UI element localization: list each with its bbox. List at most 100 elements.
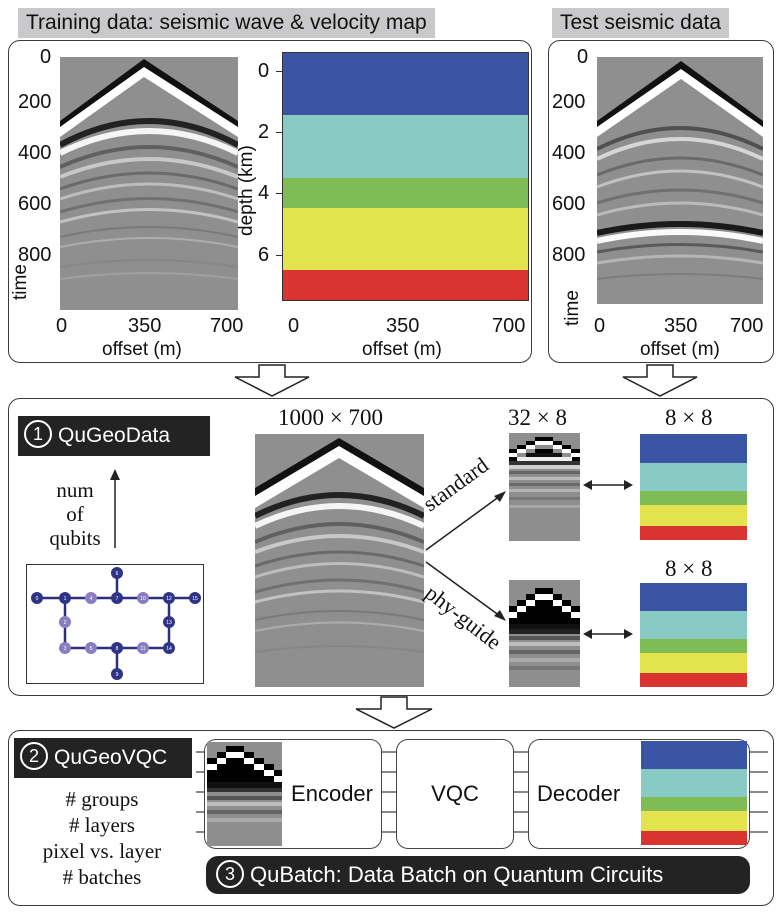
qugeodata-label: QuGeoData [58, 424, 171, 447]
qubit-node-label: 10 [140, 596, 146, 602]
qubit-node [111, 592, 123, 604]
training-seismic-x-tick: 0 [56, 315, 68, 337]
training-seismic-x-tick: 350 [128, 315, 162, 337]
qubit-node-label: 3 [64, 646, 67, 652]
step-number: 1 [24, 420, 52, 449]
velocity-layer [640, 491, 747, 505]
velocity-layer [640, 639, 747, 653]
vqc-params: # groups # layers pixel vs. layer # batc… [14, 786, 190, 890]
standard-seismic-image [509, 433, 580, 541]
vqc-param: pixel vs. layer [42, 839, 162, 863]
qubit-node [85, 642, 97, 654]
phy-guide-seismic-image [509, 580, 580, 687]
size-full-label: 1000 × 700 [278, 405, 383, 430]
qubit-node-label: 9 [116, 672, 119, 678]
test-y-tick: 200 [552, 91, 586, 113]
training-seismic-image [60, 57, 238, 310]
size-standard-label: 32 × 8 [508, 405, 567, 430]
qubits-label-line: num [56, 478, 94, 502]
qubit-node-label: 7 [116, 596, 119, 602]
qubit-node [189, 592, 201, 604]
qubits-label-line: of [66, 502, 84, 526]
velocity-layer [640, 434, 747, 463]
qubit-node [137, 642, 149, 654]
qubit-node [59, 642, 71, 654]
test-y-tick: 0 [577, 46, 589, 68]
test-y-tick: 600 [552, 193, 586, 215]
qubatch-bar: 3 QuBatch: Data Batch on Quantum Circuits [206, 856, 750, 894]
velocity-layer [640, 583, 747, 612]
test-y-tick: 800 [552, 244, 586, 266]
qubit-node-label: 2 [64, 620, 67, 626]
qugeovqc-label: QuGeoVQC [54, 746, 168, 769]
qubit-node [163, 642, 175, 654]
phy-guide-arrow-icon [425, 561, 506, 621]
qubit-node-label: 5 [90, 646, 93, 652]
qugeodata-badge: 1 QuGeoData [18, 416, 210, 456]
velocity-layer [640, 652, 747, 674]
test-x-tick: 350 [664, 315, 698, 337]
velocity-layer [641, 810, 747, 832]
up-arrow-icon [110, 469, 120, 548]
test-x-tick: 0 [594, 315, 606, 337]
vqc-param: # batches [62, 865, 142, 889]
qubit-node-label: 8 [116, 646, 119, 652]
decoder-label: Decoder [537, 781, 621, 806]
qubit-node-label: 11 [140, 646, 145, 652]
qubit-node [31, 592, 43, 604]
training-seismic-x-label: offset (m) [102, 339, 182, 360]
test-x-tick: 700 [730, 315, 764, 337]
standard-arrow-icon [425, 491, 506, 551]
test-seismic-image [597, 57, 763, 304]
qubit-node [111, 642, 123, 654]
test-header: Test seismic data [552, 8, 730, 38]
vqc-param: # groups [65, 787, 139, 811]
qubits-label: num of qubits [40, 478, 110, 550]
velocity-layer [283, 207, 528, 271]
vqc-param: # layers [69, 813, 135, 837]
size-map-bottom-label: 8 × 8 [665, 556, 713, 581]
encoder-label: Encoder [291, 781, 373, 806]
vqc-label: VQC [431, 781, 479, 806]
training-seismic-x-tick: 700 [210, 315, 244, 337]
velocity-layer [641, 741, 747, 770]
step-number: 2 [20, 742, 48, 771]
qugeovqc-badge: 2 QuGeoVQC [14, 738, 192, 778]
velocity-layer [640, 673, 747, 687]
velocity-layer [641, 797, 747, 811]
training-velocity-y-tick: 2 [258, 121, 270, 143]
qubit-node [163, 592, 175, 604]
velocity-tick-mark [276, 132, 282, 133]
training-seismic-y-label: time [10, 264, 31, 300]
velocity-map-8x8-bottom [640, 583, 747, 687]
qubit-node [111, 668, 123, 680]
velocity-layer [283, 177, 528, 208]
qubit-node-label: 4 [90, 596, 93, 602]
encoder-seismic-image [207, 742, 282, 846]
qubit-node-label: 0 [36, 596, 39, 602]
qubit-node [111, 567, 123, 579]
down-arrow-icon [355, 696, 433, 729]
training-velocity-y-tick: 6 [258, 244, 270, 266]
velocity-layer [640, 505, 747, 527]
full-seismic-image [255, 434, 424, 687]
qubit-node-label: 1 [64, 596, 67, 602]
bidirectional-arrow-icon [583, 480, 633, 490]
training-velocity-y-label: depth (km) [236, 145, 257, 236]
down-arrow-icon [622, 364, 698, 397]
vqc-box: VQC [396, 739, 514, 849]
training-seismic-y-tick: 400 [18, 142, 52, 164]
velocity-layer [283, 270, 528, 300]
qubit-node-label: 13 [166, 620, 172, 626]
velocity-layer [641, 769, 747, 798]
size-map-top-label: 8 × 8 [665, 405, 713, 430]
test-y-label: time [562, 290, 583, 326]
training-seismic-y-tick: 600 [18, 193, 52, 215]
training-velocity-y-tick: 0 [258, 60, 270, 82]
step-number: 3 [216, 860, 244, 889]
velocity-layer [640, 611, 747, 640]
qubit-node-label: 12 [166, 596, 172, 602]
training-velocity-map [282, 52, 529, 301]
training-seismic-y-tick: 200 [18, 91, 52, 113]
velocity-layer [640, 526, 747, 540]
